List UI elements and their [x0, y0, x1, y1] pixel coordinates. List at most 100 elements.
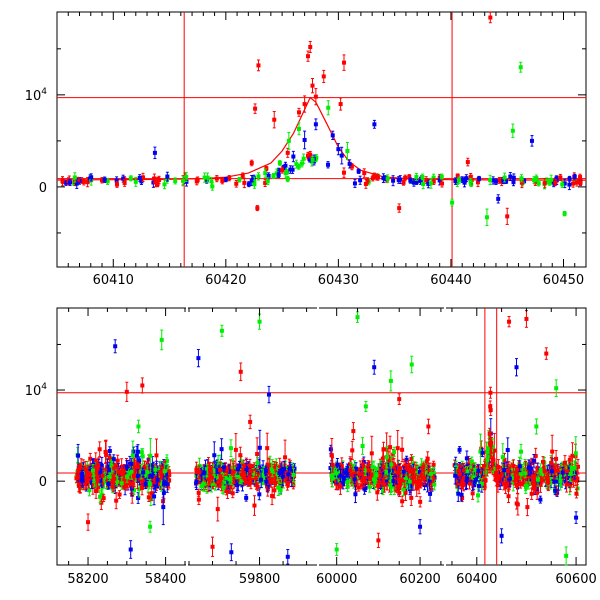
- bottom-outlier-1-4: [266, 385, 271, 404]
- top-point-red-18: [305, 50, 310, 62]
- top-point-green-22: [562, 210, 567, 217]
- bottom-point-season-0: [116, 467, 121, 477]
- bottom-point-season-0: [114, 492, 119, 510]
- top-point-blue-20: [372, 119, 377, 129]
- top-point-red-11: [255, 205, 260, 212]
- top-baseline-point: [256, 172, 261, 181]
- bottom-frame: [56, 307, 587, 566]
- top-baseline-point: [549, 174, 554, 185]
- bottom-point-season-3: [523, 468, 528, 479]
- top-baseline-point: [202, 172, 207, 183]
- top-baseline-point: [205, 172, 210, 183]
- bottom-outlier-1-7: [285, 549, 290, 565]
- bottom-point-season-3: [542, 465, 547, 478]
- bottom-point-season-1: [239, 470, 244, 480]
- bottom-outlier-3-6: [564, 546, 569, 566]
- top-point-blue-19: [356, 168, 361, 174]
- top-point-green-10: [326, 100, 331, 116]
- bottom-point-season-1: [197, 465, 202, 480]
- bottom-point-season-2: [429, 468, 434, 480]
- bottom-point-season-0: [141, 467, 146, 478]
- bottom-outlier-2-1: [372, 359, 377, 375]
- bottom-point-season-1: [227, 474, 232, 485]
- bottom-point-season-2: [366, 461, 371, 479]
- bottom-point-season-1: [209, 472, 214, 483]
- bottom-xtick-label: 60200: [399, 572, 440, 587]
- top-baseline-point: [184, 171, 189, 183]
- top-baseline-point: [463, 176, 468, 185]
- bottom-outlier-2-7: [376, 532, 381, 549]
- bottom-point-season-3: [568, 465, 573, 482]
- bottom-outlier-1-2: [238, 362, 243, 382]
- bottom-point-season-2: [352, 474, 357, 485]
- bottom-point-season-3: [457, 469, 462, 480]
- top-baseline-point: [403, 174, 408, 182]
- top-frame: [56, 11, 587, 268]
- top-baseline-point: [296, 163, 301, 170]
- top-point-green-2: [133, 176, 138, 187]
- bottom-outlier-2-5: [363, 400, 368, 412]
- bottom-point-season-2: [381, 460, 386, 473]
- bottom-outlier-3-7: [499, 528, 504, 544]
- bottom-point-season-1: [276, 479, 281, 496]
- bottom-point-season-2: [334, 468, 339, 479]
- top-point-blue-15: [330, 130, 335, 141]
- top-xtick-label: 60430: [318, 273, 359, 288]
- bottom-point-season-2: [341, 472, 346, 486]
- bottom-axis-break: [186, 307, 188, 310]
- top-point-red-34: [465, 157, 470, 167]
- top-point-red-16: [296, 107, 301, 117]
- bottom-point-season-1: [218, 461, 223, 479]
- bottom-outlier-3-3: [514, 358, 519, 377]
- bottom-outlier-3-1: [524, 310, 529, 328]
- bottom-point-season-3: [538, 475, 543, 493]
- top-baseline-point: [420, 173, 425, 181]
- top-baseline-point: [181, 175, 186, 187]
- bottom-point-season-3: [473, 462, 478, 477]
- bottom-outlier-1-1: [219, 324, 224, 337]
- top-baseline-point: [128, 175, 133, 182]
- bottom-point-season-2: [353, 485, 358, 504]
- bottom-outlier-0-5: [128, 540, 133, 559]
- top-ytick-label: 104: [25, 87, 48, 104]
- top-baseline-point: [194, 177, 199, 186]
- bottom-point-season-3: [546, 473, 551, 492]
- bottom-point-season-0: [125, 470, 130, 483]
- bottom-point-season-0: [119, 476, 124, 490]
- bottom-point-season-2: [371, 471, 376, 488]
- top-baseline-point: [165, 171, 170, 182]
- bottom-point-season-2: [392, 446, 397, 457]
- bottom-point-season-3: [480, 448, 485, 458]
- bottom-point-season-3: [558, 474, 563, 487]
- bottom-point-season-3: [502, 462, 507, 478]
- bottom-outlier-1-8: [248, 414, 253, 430]
- top-baseline-point: [209, 176, 214, 186]
- top-baseline-point: [102, 176, 107, 183]
- bottom-point-season-1: [196, 494, 201, 506]
- top-baseline-point: [157, 175, 162, 185]
- bottom-point-season-1: [257, 429, 262, 466]
- top-baseline-point: [60, 176, 65, 187]
- bottom-point-season-3: [567, 455, 572, 464]
- top-baseline-point: [578, 179, 583, 187]
- bottom-point-season-3: [517, 460, 522, 473]
- top-xtick-label: 60410: [93, 273, 134, 288]
- bottom-point-season-1: [265, 432, 270, 464]
- top-point-red-9: [249, 159, 254, 167]
- top-point-red-6: [214, 175, 219, 183]
- top-point-blue-4: [152, 146, 157, 160]
- top-baseline-point: [562, 178, 567, 189]
- bottom-point-season-2: [348, 464, 353, 477]
- bottom-point-season-0: [90, 463, 95, 478]
- bottom-point-season-2: [418, 496, 423, 508]
- top-baseline-point: [411, 178, 416, 187]
- top-baseline-point: [234, 179, 239, 188]
- bottom-point-season-1: [259, 471, 264, 489]
- top-point-green-4: [210, 182, 215, 191]
- bottom-point-season-2: [421, 462, 426, 471]
- bottom-point-season-0: [80, 469, 85, 487]
- top-point-blue-30: [529, 135, 534, 147]
- bottom-point-season-2: [406, 459, 411, 478]
- top-baseline-point: [428, 177, 433, 189]
